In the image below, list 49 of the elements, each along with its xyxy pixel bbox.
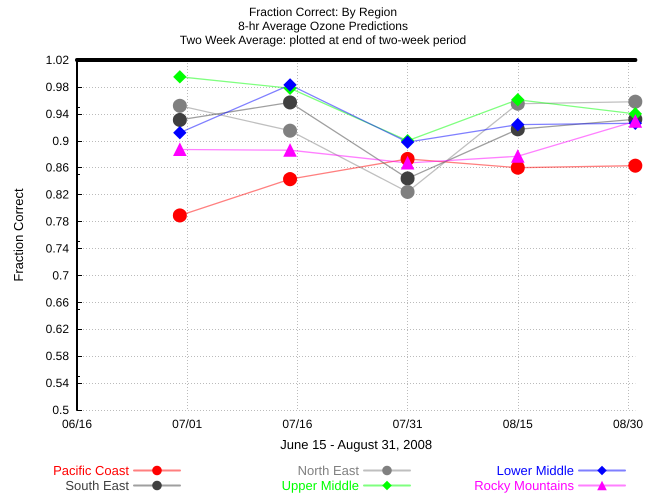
y-tick-label: 0.62 [46,322,70,336]
legend-label: Pacific Coast [53,463,130,478]
point [283,172,298,186]
point [172,208,187,222]
y-tick-label: 0.9 [52,134,70,148]
point [511,93,524,106]
y-axis-title: Fraction Correct [11,188,26,282]
x-tick-label: 07/31 [392,417,423,431]
point [173,126,186,140]
point [511,118,524,132]
y-tick-label: 0.54 [46,376,70,390]
y-tick-label: 0.66 [46,295,70,310]
x-tick-label: 07/01 [172,417,203,431]
y-tick-label: 0.78 [46,214,70,229]
point [400,171,415,186]
x-tick-label: 08/30 [612,417,644,431]
legend-label: North East [298,463,360,478]
legend-label: Rocky Mountains [474,478,574,493]
x-tick-label: 06/16 [62,417,92,431]
point [400,184,415,199]
y-tick-label: 0.86 [46,160,70,175]
y-tick-label: 0.58 [46,349,70,364]
point [628,94,642,109]
point [511,150,524,163]
y-tick-label: 1.02 [46,53,70,67]
point [284,78,297,92]
point [172,98,187,113]
y-tick-label: 0.94 [46,106,70,121]
point [628,158,642,173]
y-tick-label: 0.5 [52,403,70,417]
x-tick-label: 08/15 [502,417,534,431]
x-tick-label: 07/16 [282,417,313,431]
y-tick-label: 0.74 [46,241,70,256]
y-tick-label: 0.98 [46,80,70,94]
chart-subtitle: 8-hr Average Ozone Predictions Two Week Average: plotted at end of two-week period [180,19,466,47]
point [173,70,186,84]
y-tick-label: 0.82 [46,188,70,202]
y-tick-label: 0.7 [52,268,70,282]
point [283,95,298,110]
legend-label: Upper Middle [282,478,359,493]
point [284,144,297,157]
point [172,112,187,127]
point [401,156,414,170]
point [283,124,298,138]
point [173,143,186,156]
legend-label: South East [65,478,130,493]
chart-title: Fraction Correct: By Region [248,5,398,19]
x-axis-title: June 15 - August 31, 2008 [280,437,432,452]
legend-label: Lower Middle [496,463,574,478]
